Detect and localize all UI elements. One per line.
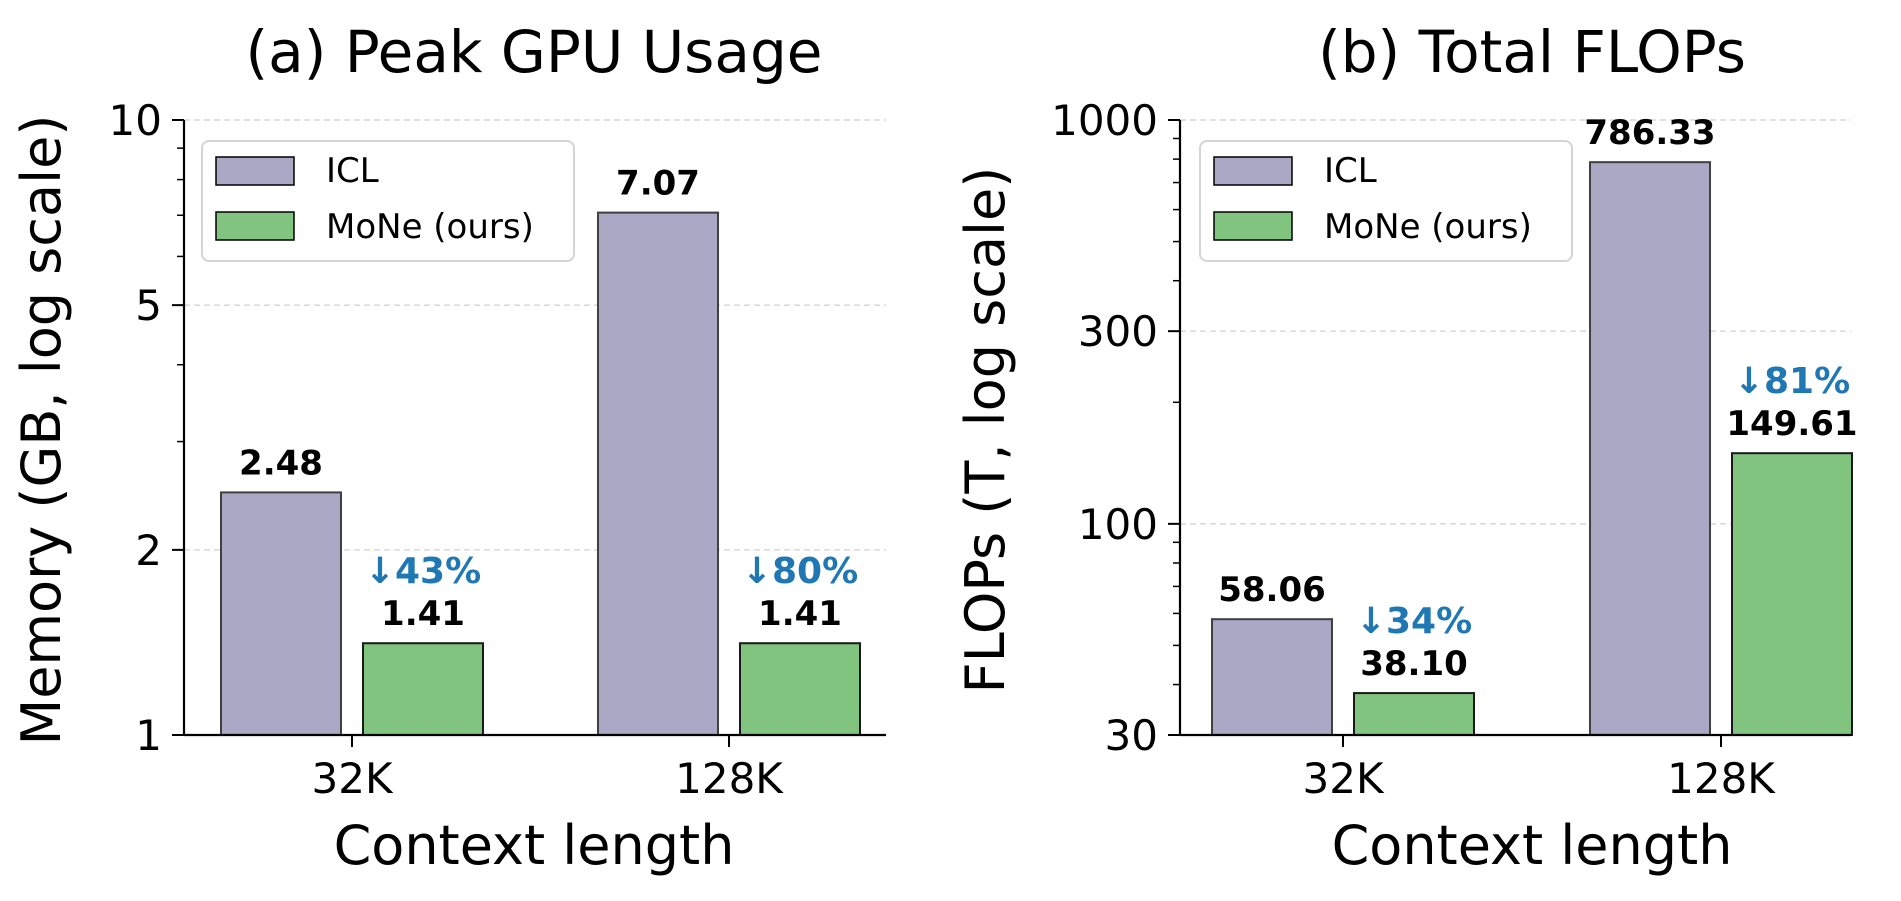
y-tick-label: 10 [109, 96, 162, 145]
panel-a: (a) Peak GPU Usage Memory (GB, log scale… [10, 18, 886, 877]
chart-a-legend: ICL MoNe (ours) [201, 140, 575, 262]
y-tick-label: 5 [135, 281, 162, 330]
chart-b-legend: ICL MoNe (ours) [1199, 140, 1573, 262]
chart-a-xlabel: Context length [334, 814, 735, 877]
panel-b: (b) Total FLOPs FLOPs (T, log scale) Con… [954, 18, 1858, 877]
legend-swatch-icl [1213, 156, 1293, 186]
legend-swatch-icl [215, 156, 295, 186]
bar-icl-128k [597, 211, 719, 736]
legend-label-icl: ICL [326, 151, 379, 191]
data-label: 786.33 [1584, 113, 1715, 153]
legend-label-mone: MoNe (ours) [1324, 207, 1532, 247]
data-label: 1.41 [381, 594, 465, 634]
reduction-label: ↓34% [1356, 601, 1472, 642]
chart-b-xlabel: Context length [1332, 814, 1733, 877]
y-tick-label: 300 [1078, 307, 1158, 356]
legend-label-icl: ICL [1324, 151, 1377, 191]
legend-swatch-mone [1213, 211, 1293, 241]
y-tick-label: 2 [135, 526, 162, 575]
reduction-label: ↓81% [1734, 361, 1850, 402]
bar-icl-32k [220, 491, 342, 737]
chart-b-title: (b) Total FLOPs [1318, 18, 1746, 86]
y-tick-label: 1 [135, 711, 162, 760]
data-label: 58.06 [1218, 570, 1326, 610]
data-label: 2.48 [239, 443, 323, 483]
bar-icl-32k [1211, 618, 1333, 736]
legend-frame [1199, 140, 1573, 262]
data-label: 7.07 [616, 164, 700, 204]
data-label: 1.41 [758, 594, 842, 634]
x-tick-label: 32K [312, 754, 394, 803]
chart-a-ylabel: Memory (GB, log scale) [10, 115, 73, 746]
bar-mone-128k [739, 642, 861, 736]
reduction-label: ↓43% [365, 551, 481, 592]
legend-frame [201, 140, 575, 262]
y-tick-label: 100 [1078, 500, 1158, 549]
y-tick-label: 1000 [1051, 96, 1158, 145]
x-tick-label: 128K [1667, 754, 1776, 803]
chart-b-plot: 58.06 38.10↓34% 786.33 149.61↓81% 30 100 300 10… [1051, 96, 1857, 803]
y-tick-label: 30 [1105, 711, 1158, 760]
x-tick-label: 32K [1303, 754, 1385, 803]
chart-a-title: (a) Peak GPU Usage [246, 18, 823, 86]
bar-mone-128k [1731, 452, 1853, 736]
chart-b-ylabel: FLOPs (T, log scale) [954, 167, 1017, 694]
data-label: 38.10 [1360, 644, 1468, 684]
x-tick-label: 128K [675, 754, 784, 803]
reduction-label: ↓80% [742, 551, 858, 592]
legend-label-mone: MoNe (ours) [326, 207, 534, 247]
data-label: 149.61 [1726, 404, 1857, 444]
bar-icl-128k [1589, 161, 1711, 736]
bar-mone-32k [1353, 692, 1475, 736]
legend-swatch-mone [215, 211, 295, 241]
bar-mone-32k [362, 642, 484, 736]
